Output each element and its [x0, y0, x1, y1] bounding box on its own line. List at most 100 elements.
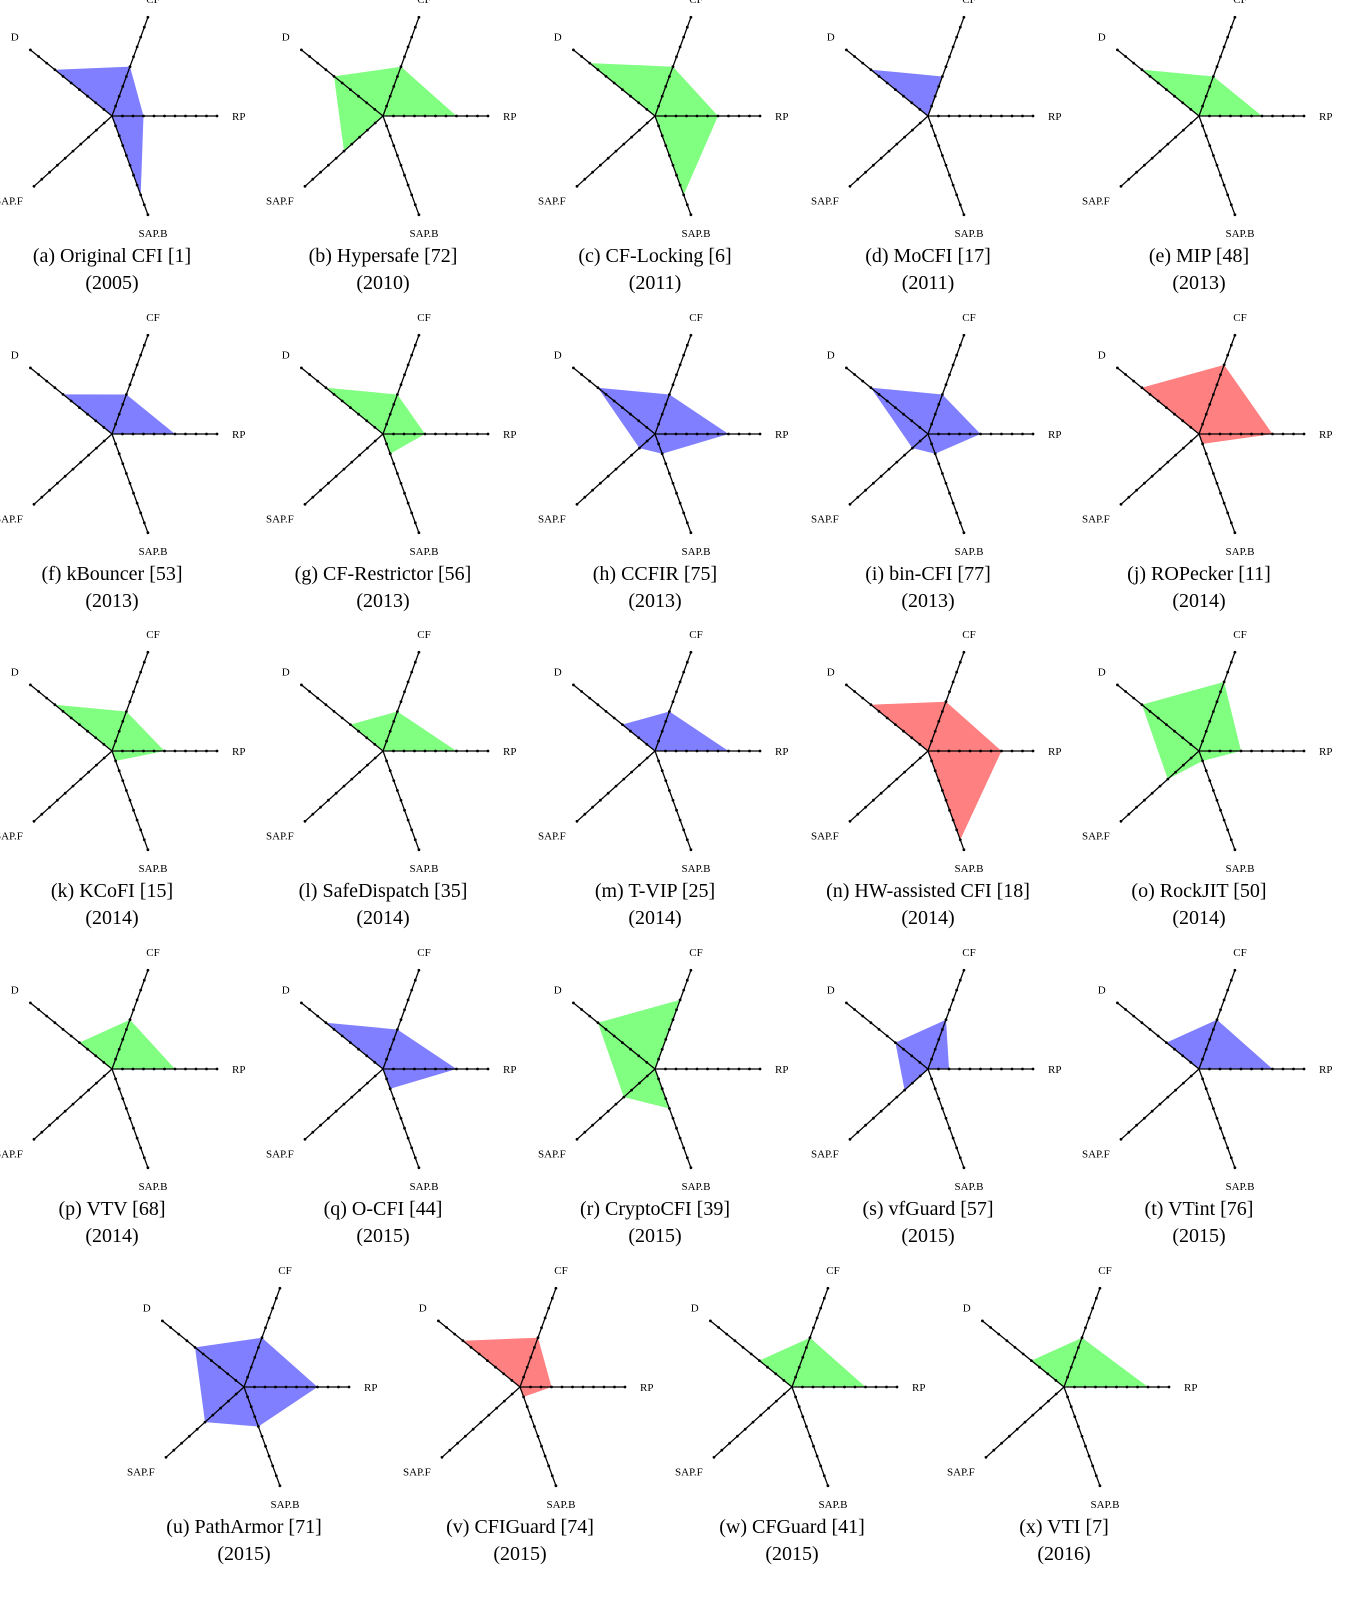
axis-label-rp: RP: [775, 429, 788, 441]
radar-panel-w: CF RP SAP.B SAP.F D (w) CFGuard [41] (2015): [675, 1265, 925, 1565]
axis-tick: [1229, 838, 1233, 842]
axis-tick: [95, 763, 98, 767]
axis-tick: [146, 531, 150, 535]
axis-tick: [139, 1146, 143, 1150]
axis-tick: [125, 75, 128, 78]
axis-tick: [887, 149, 891, 153]
axis-tick: [930, 422, 933, 426]
axis-label-sap-b: SAP.B: [818, 1499, 847, 1511]
axis-tick: [657, 124, 660, 128]
panel-caption: (r) CryptoCFI [39]: [580, 1198, 730, 1220]
axis-label-sap-b: SAP.B: [1225, 546, 1254, 558]
axis-tick: [1189, 439, 1193, 443]
panel-caption: (m) T-VIP [25]: [595, 880, 715, 902]
axis-tick: [962, 650, 966, 654]
axis-tick: [399, 383, 403, 387]
axis-tick: [410, 670, 414, 674]
axis-tick: [941, 75, 944, 78]
axis-tick: [316, 1385, 319, 1389]
axis-tick: [324, 68, 328, 72]
axis-tick: [660, 1087, 664, 1091]
axis-label-d: D: [282, 985, 290, 997]
axis-tick: [399, 163, 403, 167]
axis-tick: [955, 670, 959, 674]
axis-tick: [689, 213, 693, 217]
axis-tick: [856, 1130, 860, 1134]
axis-tick: [29, 366, 32, 370]
axis-tick: [575, 819, 579, 823]
axis-label-cf: CF: [962, 629, 975, 641]
radar-panel-c: CF RP SAP.B SAP.F D (c) CF-Locking [6] (2011): [538, 0, 788, 294]
axis-tick: [1229, 1156, 1233, 1160]
axis-tick: [933, 452, 937, 456]
radar-panel-o: CF RP SAP.B SAP.F D (o) RockJIT [50] (2014): [1082, 629, 1332, 929]
axis-tick: [79, 1095, 83, 1099]
axis-tick: [689, 848, 693, 852]
axis-tick: [664, 462, 668, 465]
axis-tick: [406, 363, 410, 367]
axis-tick: [941, 393, 944, 396]
axis-tick: [1174, 770, 1177, 774]
axis-tick: [1000, 1441, 1003, 1445]
axis-tick: [303, 819, 307, 823]
axis-tick: [139, 670, 143, 674]
axis-tick: [664, 1038, 668, 1041]
axis-tick: [645, 121, 649, 125]
axis-tick: [902, 729, 905, 733]
axis-tick: [392, 1097, 396, 1100]
axis-tick: [117, 412, 121, 416]
axis-tick: [887, 467, 891, 471]
axis-tick: [660, 412, 664, 416]
axis-tick: [1054, 1392, 1058, 1396]
axis-tick: [249, 1405, 253, 1409]
axis-tick: [486, 114, 490, 118]
axis-tick: [1201, 442, 1204, 446]
axis-tick: [933, 94, 937, 98]
axis-tick: [311, 495, 315, 499]
axis-tick: [56, 798, 59, 802]
axis-tick: [583, 177, 587, 181]
axis-tick: [86, 729, 89, 733]
axis-tick: [1212, 75, 1215, 78]
axis-tick: [366, 128, 369, 132]
axis-tick: [227, 1399, 230, 1403]
axis-tick: [337, 1385, 340, 1389]
axis-tick: [678, 45, 682, 49]
axis-tick: [979, 114, 982, 118]
axis-tick: [373, 121, 377, 125]
axis-tick: [955, 511, 959, 515]
axis-tick: [853, 1385, 857, 1389]
axis-tick: [413, 343, 417, 347]
axis-tick: [406, 183, 410, 187]
axis-tick: [1229, 1067, 1232, 1071]
axis-tick: [572, 366, 575, 370]
axis-tick: [591, 170, 594, 174]
axis-tick: [948, 373, 951, 377]
axis-tick: [685, 1067, 688, 1071]
radar-panel-l: CF RP SAP.B SAP.F D (l) SafeDispatch [35] (201…: [266, 629, 516, 929]
axis-tick: [572, 1001, 575, 1005]
axis-tick: [102, 108, 106, 111]
axis-tick: [1208, 432, 1211, 436]
axis-tick: [195, 1427, 199, 1431]
axis-tick: [184, 432, 187, 436]
axis-label-rp: RP: [232, 746, 245, 758]
axis-label-sap-f: SAP.F: [0, 830, 23, 842]
axis-tick: [152, 432, 156, 436]
axis-tick: [630, 135, 633, 139]
axis-tick: [933, 769, 937, 773]
axis-label-cf: CF: [826, 1265, 839, 1277]
axis-tick: [668, 1107, 671, 1110]
axis-tick: [682, 193, 686, 197]
axis-tick: [349, 406, 352, 409]
axis-tick: [142, 838, 146, 842]
panel-year: (2013): [85, 590, 138, 612]
axis-label-sap-b: SAP.B: [1225, 1181, 1254, 1193]
axis-tick: [903, 770, 906, 774]
axis-tick: [604, 1028, 608, 1031]
axis-label-cf: CF: [962, 312, 975, 324]
axis-tick: [845, 1001, 848, 1005]
axis-tick: [53, 68, 57, 72]
axis-tick: [1181, 1054, 1185, 1058]
axis-label-sap-f: SAP.F: [0, 1148, 23, 1160]
